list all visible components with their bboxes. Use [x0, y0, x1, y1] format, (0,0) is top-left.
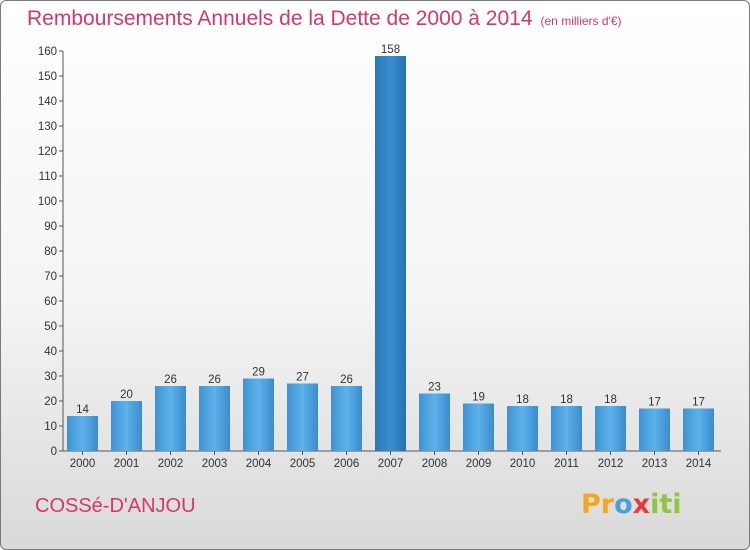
bar-2001 — [111, 401, 142, 451]
x-tick-label: 2002 — [158, 458, 184, 470]
bars-group — [67, 56, 714, 451]
data-labels-group: 14 20 26 26 29 27 26 158 23 19 18 18 18 17 17 — [76, 44, 705, 416]
bar-2013 — [639, 408, 670, 451]
data-label: 18 — [560, 394, 573, 406]
x-tick-label: 2001 — [114, 458, 140, 470]
bar-2005 — [287, 383, 318, 451]
bar-2011 — [551, 406, 582, 451]
bar-2010 — [507, 406, 538, 451]
bar-2009 — [463, 403, 494, 451]
y-tick-label: 100 — [38, 196, 57, 208]
x-tick-label: 2010 — [510, 458, 536, 470]
data-label: 26 — [340, 374, 353, 386]
x-tick-label: 2004 — [246, 458, 272, 470]
data-label: 19 — [472, 392, 485, 404]
y-tick-label: 30 — [44, 371, 57, 383]
y-tick-label: 140 — [38, 96, 57, 108]
data-label: 26 — [164, 374, 177, 386]
bar-2002 — [155, 386, 186, 451]
data-label: 18 — [604, 394, 617, 406]
x-tick-label: 2014 — [686, 458, 712, 470]
y-tick-label: 70 — [44, 271, 57, 283]
data-label: 158 — [381, 44, 400, 56]
commune-name: COSSé-D'ANJOU — [35, 495, 196, 517]
y-tick-label: 10 — [44, 421, 57, 433]
x-tick-label: 2005 — [290, 458, 316, 470]
data-label: 18 — [516, 394, 529, 406]
bar-2014 — [683, 408, 714, 451]
bar-2012 — [595, 406, 626, 451]
x-tick-label: 2006 — [334, 458, 360, 470]
x-tick-label: 2013 — [642, 458, 668, 470]
data-label: 17 — [692, 397, 705, 409]
y-tick-label: 130 — [38, 121, 57, 133]
y-tick-label: 20 — [44, 396, 57, 408]
y-tick-label: 50 — [44, 321, 57, 333]
bar-2006 — [331, 386, 362, 451]
bar-2008 — [419, 393, 450, 451]
y-tick-label: 110 — [39, 171, 57, 183]
y-tick-label: 40 — [44, 346, 57, 358]
bar-2004 — [243, 378, 274, 451]
y-tick-label: 80 — [44, 246, 57, 258]
y-tick-label: 160 — [38, 46, 57, 58]
data-label: 27 — [296, 372, 309, 384]
x-tick-label: 2008 — [422, 458, 448, 470]
bar-2007 — [375, 56, 406, 451]
y-tick-label: 150 — [38, 71, 57, 83]
chart-title-text: Remboursements Annuels de la Dette de 20… — [27, 7, 533, 30]
bar-2003 — [199, 386, 230, 451]
bar-2000 — [67, 416, 98, 451]
data-label: 29 — [252, 367, 265, 379]
y-tick-label: 60 — [44, 296, 57, 308]
x-tick-label: 2003 — [202, 458, 228, 470]
data-label: 23 — [428, 382, 441, 394]
y-tick-label: 0 — [51, 446, 57, 458]
x-tick-label: 2007 — [378, 458, 404, 470]
chart-title: Remboursements Annuels de la Dette de 20… — [27, 7, 622, 31]
x-tick-label: 2012 — [598, 458, 624, 470]
data-label: 26 — [208, 374, 221, 386]
chart-subtitle: (en milliers d'€) — [540, 14, 622, 28]
y-tick-label: 90 — [44, 221, 57, 233]
data-label: 20 — [120, 389, 133, 401]
y-tick-label: 120 — [38, 146, 57, 158]
x-tick-label: 2009 — [466, 458, 492, 470]
data-label: 17 — [648, 397, 661, 409]
x-tick-label: 2000 — [70, 458, 96, 470]
proxiti-logo: Proxiti — [581, 489, 682, 520]
x-tick-label: 2011 — [554, 458, 579, 470]
data-label: 14 — [76, 404, 89, 416]
